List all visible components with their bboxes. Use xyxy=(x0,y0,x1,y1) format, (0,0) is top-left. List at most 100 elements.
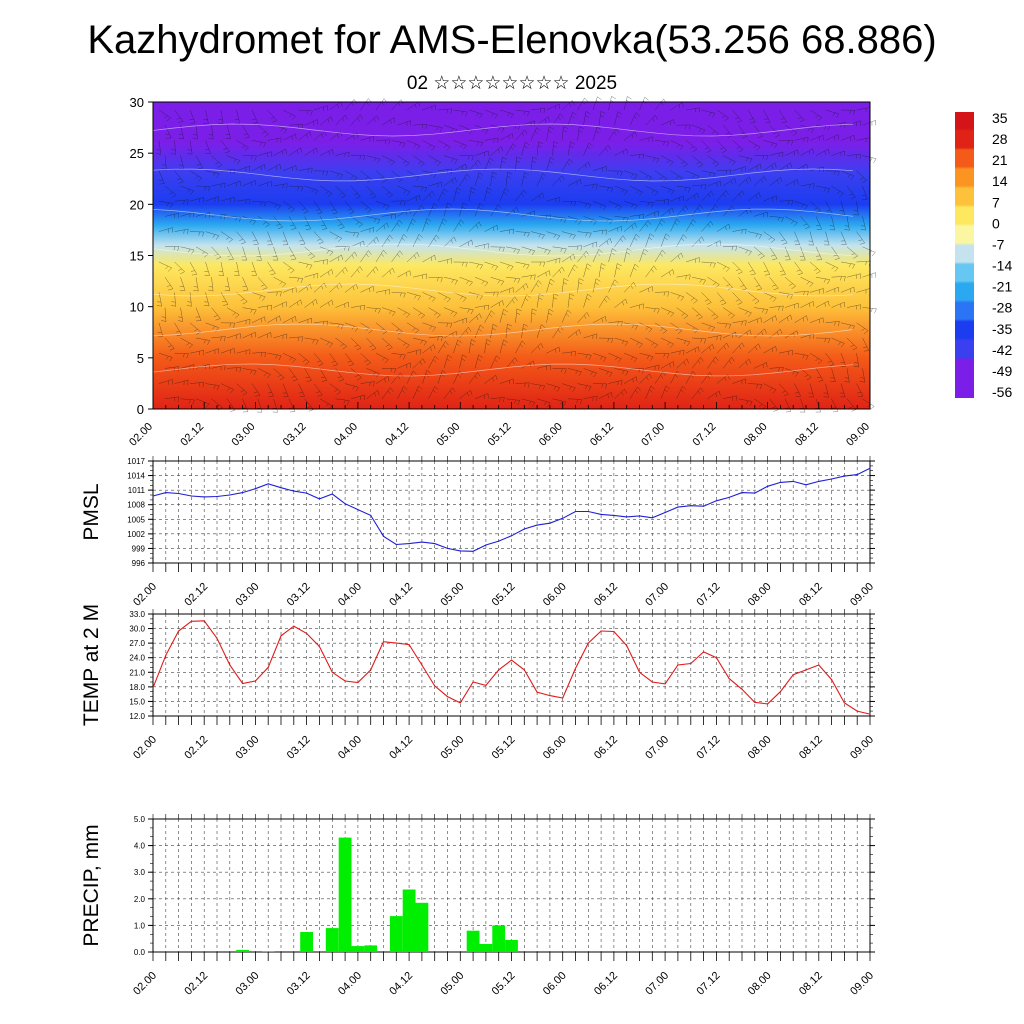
y-tick-label: 1005 xyxy=(127,515,145,524)
data-point xyxy=(651,681,653,683)
data-point xyxy=(190,620,192,622)
data-point xyxy=(715,500,718,502)
data-point xyxy=(382,641,385,643)
data-point xyxy=(587,510,589,513)
precip-bar xyxy=(338,837,352,952)
data-point xyxy=(562,697,564,699)
isotherms xyxy=(152,123,854,377)
y-tick-label: 3.0 xyxy=(134,868,146,877)
data-point xyxy=(843,475,846,477)
data-point xyxy=(498,669,500,671)
x-tick-label: 09.00 xyxy=(844,421,872,449)
x-tick-label: 03.12 xyxy=(285,734,313,762)
x-tick-label: 04.12 xyxy=(387,581,415,609)
data-point xyxy=(869,467,871,469)
colorbar-label: -14 xyxy=(992,258,1012,274)
data-point xyxy=(510,659,513,661)
x-tick-label: 03.00 xyxy=(234,734,262,762)
data-point xyxy=(728,678,730,680)
y-tick-label: 996 xyxy=(132,559,146,568)
x-tick-label: 03.00 xyxy=(234,970,262,998)
data-point xyxy=(536,524,538,526)
data-point xyxy=(421,541,423,543)
colorbar-label: 0 xyxy=(992,215,1000,231)
y-tick-label: 5 xyxy=(137,351,144,366)
data-point xyxy=(216,637,218,639)
x-tick-label: 08.12 xyxy=(793,421,821,449)
precip-bar xyxy=(415,902,429,952)
x-tick-label: 06.00 xyxy=(541,970,569,998)
y-tick-label: 33.0 xyxy=(129,610,145,619)
y-axis-label: TEMP at 2 M xyxy=(80,604,103,726)
data-point xyxy=(370,514,372,517)
x-tick-label: 06.00 xyxy=(541,734,569,762)
x-tick-label: 05.00 xyxy=(438,970,466,998)
x-tick-label: 06.00 xyxy=(537,421,565,449)
y-tick-label: 20 xyxy=(130,197,144,212)
y-tick-label: 18.0 xyxy=(129,683,145,692)
x-tick-label: 03.12 xyxy=(281,421,309,449)
x-tick-label: 08.00 xyxy=(746,734,774,762)
x-tick-label: 02.00 xyxy=(131,734,159,762)
data-point xyxy=(242,682,244,685)
data-point xyxy=(677,664,679,666)
x-tick-label: 08.00 xyxy=(746,581,774,609)
data-point xyxy=(779,481,782,483)
grid xyxy=(153,613,870,717)
data-point xyxy=(331,493,333,495)
data-point xyxy=(651,517,653,519)
data-point xyxy=(792,480,794,482)
data-point xyxy=(677,506,679,508)
data-point xyxy=(408,644,410,646)
data-point xyxy=(190,495,192,497)
x-tick-label: 07.00 xyxy=(643,581,671,609)
data-point xyxy=(754,492,756,494)
x-tick-label: 04.00 xyxy=(336,581,364,609)
x-tick-label: 03.00 xyxy=(230,421,258,449)
data-point xyxy=(267,483,269,485)
x-tick-label: 02.12 xyxy=(178,421,206,449)
y-tick-label: 999 xyxy=(132,544,146,553)
x-tick-label: 09.00 xyxy=(848,734,876,762)
data-point xyxy=(178,630,180,632)
x-tick-label: 08.00 xyxy=(742,421,770,449)
data-point xyxy=(408,543,410,545)
data-point xyxy=(831,679,833,681)
precip-bar xyxy=(236,949,249,952)
data-point xyxy=(574,667,577,670)
data-point xyxy=(318,645,320,648)
data-point xyxy=(498,540,500,542)
data-point xyxy=(843,702,846,704)
x-tick-label: 08.00 xyxy=(746,970,774,998)
colorbar-label: 7 xyxy=(992,194,1000,210)
data-point xyxy=(728,496,730,498)
x-tick-label: 02.12 xyxy=(182,581,210,609)
data-point xyxy=(242,492,244,494)
colorbar: 35 28 21 14 7 0 -7 -14 -21 -28 -35 -42 -49 -56 xyxy=(955,110,1012,400)
data-point xyxy=(856,474,858,476)
x-tick-label: 05.12 xyxy=(486,421,514,449)
x-tick-label: 07.12 xyxy=(691,421,719,449)
y-tick-label: 30.0 xyxy=(129,625,145,634)
data-point xyxy=(395,642,397,644)
data-point xyxy=(638,671,641,673)
y-tick-label: 4.0 xyxy=(134,842,146,851)
data-point xyxy=(165,654,167,656)
x-tick-label: 09.00 xyxy=(848,970,876,998)
precip-bar xyxy=(325,928,339,952)
y-tick-label: 5.0 xyxy=(134,815,146,824)
x-tick-label: 04.12 xyxy=(387,734,415,762)
data-point xyxy=(805,484,807,486)
data-point xyxy=(203,620,205,622)
data-point xyxy=(331,671,333,673)
x-tick-label: 05.12 xyxy=(490,970,518,998)
colorbar-label: -35 xyxy=(992,321,1012,337)
data-point xyxy=(510,535,513,537)
x-tick-label: 04.00 xyxy=(336,970,364,998)
data-point xyxy=(229,494,231,496)
data-point xyxy=(280,635,282,637)
data-point xyxy=(779,691,782,693)
data-point xyxy=(818,664,820,666)
x-tick-label: 03.12 xyxy=(285,581,313,609)
data-point xyxy=(459,550,461,552)
